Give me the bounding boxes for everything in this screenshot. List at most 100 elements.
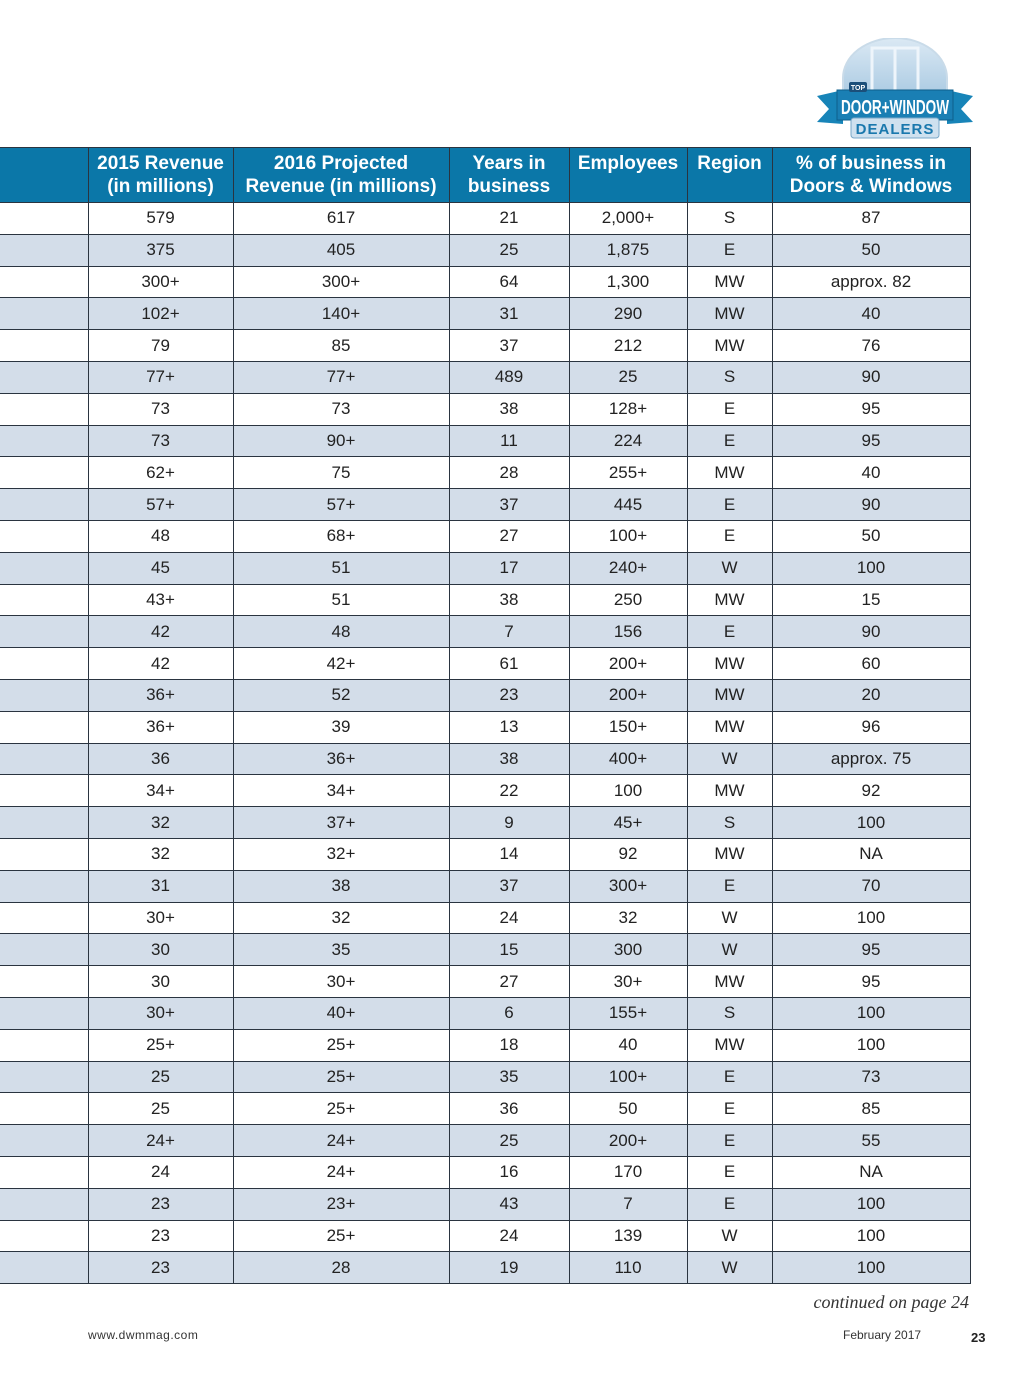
cell-years-in-business: 37 <box>448 869 570 903</box>
cell-blank <box>0 996 89 1030</box>
cell-blank <box>0 615 89 649</box>
cell-revenue-2016-projected: 52 <box>232 678 450 712</box>
cell-percent-doors-windows: 96 <box>771 710 971 744</box>
cell-percent-doors-windows: approx. 82 <box>771 265 971 299</box>
cell-percent-doors-windows: 100 <box>771 996 971 1030</box>
cell-revenue-2015: 36+ <box>87 710 234 744</box>
cell-revenue-2015: 31 <box>87 869 234 903</box>
cell-years-in-business: 37 <box>448 329 570 362</box>
cell-percent-doors-windows: 100 <box>771 901 971 935</box>
cell-revenue-2015: 24 <box>87 1155 234 1189</box>
cell-revenue-2015: 32 <box>87 837 234 871</box>
cell-years-in-business: 21 <box>448 202 570 235</box>
table-row: 300+ 300+ 64 1,300 MW approx. 82 <box>0 265 971 299</box>
cell-employees: 30+ <box>568 965 688 998</box>
cell-revenue-2016-projected: 34+ <box>232 774 450 808</box>
table-row: 30 35 15 300 W 95 <box>0 933 971 967</box>
cell-percent-doors-windows: 73 <box>771 1060 971 1094</box>
dealers-table: 2015 Revenue (in millions) 2016 Projected… <box>0 147 971 1285</box>
cell-revenue-2015: 30 <box>87 965 234 998</box>
cell-blank <box>0 1187 89 1221</box>
cell-blank <box>0 488 89 521</box>
cell-blank <box>0 551 89 585</box>
cell-percent-doors-windows: 50 <box>771 519 971 553</box>
cell-blank <box>0 1060 89 1094</box>
table-row: 23 25+ 24 139 W 100 <box>0 1219 971 1253</box>
cell-region: S <box>686 202 773 235</box>
column-header-blank <box>0 147 89 203</box>
cell-blank <box>0 424 89 458</box>
table-row: 42 48 7 156 E 90 <box>0 615 971 649</box>
cell-blank <box>0 1219 89 1253</box>
cell-employees: 45+ <box>568 806 688 839</box>
table-row: 102+ 140+ 31 290 MW 40 <box>0 297 971 331</box>
cell-employees: 139 <box>568 1219 688 1253</box>
cell-revenue-2015: 300+ <box>87 265 234 299</box>
cell-years-in-business: 27 <box>448 965 570 998</box>
cell-years-in-business: 38 <box>448 583 570 617</box>
cell-employees: 200+ <box>568 678 688 712</box>
cell-percent-doors-windows: 100 <box>771 551 971 585</box>
column-header-region: Region <box>686 147 773 203</box>
cell-years-in-business: 25 <box>448 1124 570 1157</box>
cell-revenue-2016-projected: 32+ <box>232 837 450 871</box>
cell-revenue-2015: 102+ <box>87 297 234 331</box>
table-row: 23 28 19 110 W 100 <box>0 1251 971 1285</box>
cell-years-in-business: 27 <box>448 519 570 553</box>
cell-revenue-2016-projected: 25+ <box>232 1060 450 1094</box>
svg-text:DEALERS: DEALERS <box>856 121 935 138</box>
cell-revenue-2015: 57+ <box>87 488 234 521</box>
cell-revenue-2016-projected: 25+ <box>232 1092 450 1126</box>
cell-blank <box>0 392 89 426</box>
cell-revenue-2016-projected: 24+ <box>232 1155 450 1189</box>
cell-region: W <box>686 551 773 585</box>
cell-revenue-2016-projected: 48 <box>232 615 450 649</box>
cell-blank <box>0 774 89 808</box>
cell-years-in-business: 15 <box>448 933 570 967</box>
cell-employees: 200+ <box>568 1124 688 1157</box>
cell-region: W <box>686 742 773 776</box>
cell-region: E <box>686 869 773 903</box>
cell-years-in-business: 61 <box>448 647 570 680</box>
cell-employees: 400+ <box>568 742 688 776</box>
cell-percent-doors-windows: 76 <box>771 329 971 362</box>
cell-percent-doors-windows: 100 <box>771 1028 971 1062</box>
cell-region: E <box>686 1124 773 1157</box>
cell-percent-doors-windows: 90 <box>771 360 971 394</box>
cell-years-in-business: 23 <box>448 678 570 712</box>
cell-revenue-2015: 36+ <box>87 678 234 712</box>
cell-employees: 255+ <box>568 456 688 490</box>
cell-blank <box>0 1155 89 1189</box>
cell-revenue-2015: 375 <box>87 233 234 267</box>
column-header-employees: Employees <box>568 147 688 203</box>
cell-region: W <box>686 1251 773 1285</box>
cell-region: MW <box>686 456 773 490</box>
cell-revenue-2016-projected: 77+ <box>232 360 450 394</box>
cell-blank <box>0 901 89 935</box>
table-row: 43+ 51 38 250 MW 15 <box>0 583 971 617</box>
cell-years-in-business: 43 <box>448 1187 570 1221</box>
cell-revenue-2015: 62+ <box>87 456 234 490</box>
table-row: 57+ 57+ 37 445 E 90 <box>0 488 971 521</box>
cell-percent-doors-windows: 95 <box>771 933 971 967</box>
cell-revenue-2016-projected: 57+ <box>232 488 450 521</box>
cell-percent-doors-windows: 60 <box>771 647 971 680</box>
column-header-years-in-business: Years in business <box>448 147 570 203</box>
cell-blank <box>0 265 89 299</box>
column-header-percent-doors-windows: % of business in Doors & Windows <box>771 147 971 203</box>
cell-blank <box>0 297 89 331</box>
cell-years-in-business: 36 <box>448 1092 570 1126</box>
table-row: 30+ 32 24 32 W 100 <box>0 901 971 935</box>
cell-region: W <box>686 933 773 967</box>
cell-percent-doors-windows: 85 <box>771 1092 971 1126</box>
cell-percent-doors-windows: 15 <box>771 583 971 617</box>
cell-employees: 300 <box>568 933 688 967</box>
cell-employees: 170 <box>568 1155 688 1189</box>
cell-revenue-2016-projected: 25+ <box>232 1028 450 1062</box>
cell-revenue-2016-projected: 68+ <box>232 519 450 553</box>
cell-years-in-business: 28 <box>448 456 570 490</box>
cell-percent-doors-windows: NA <box>771 1155 971 1189</box>
cell-percent-doors-windows: 92 <box>771 774 971 808</box>
table-row: 48 68+ 27 100+ E 50 <box>0 519 971 553</box>
cell-revenue-2016-projected: 37+ <box>232 806 450 839</box>
